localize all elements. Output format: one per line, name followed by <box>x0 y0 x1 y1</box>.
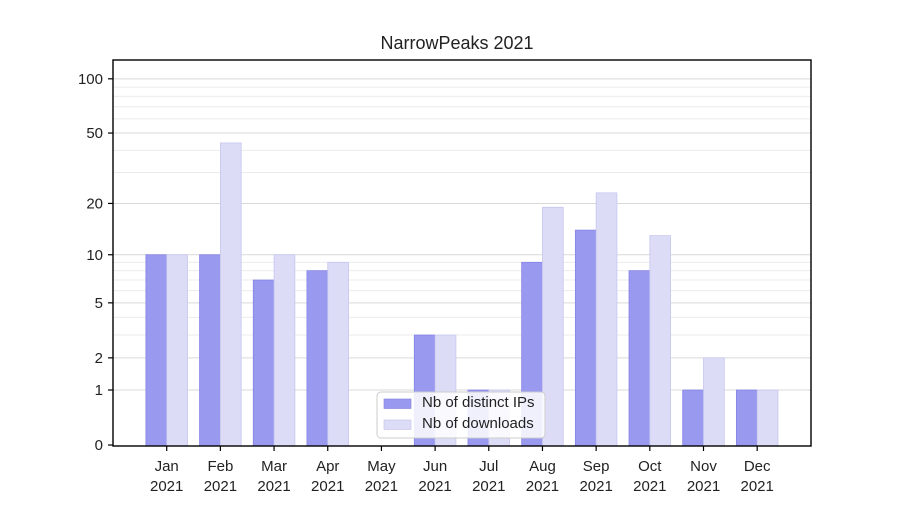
svg-text:2021: 2021 <box>633 478 666 495</box>
svg-text:2: 2 <box>95 350 103 367</box>
svg-text:2021: 2021 <box>204 478 237 495</box>
svg-text:Jul: Jul <box>479 458 498 475</box>
svg-text:Sep: Sep <box>583 458 610 475</box>
svg-text:0: 0 <box>95 437 103 454</box>
svg-text:2021: 2021 <box>472 478 505 495</box>
svg-text:Feb: Feb <box>207 458 233 475</box>
svg-text:2021: 2021 <box>740 478 773 495</box>
svg-text:Oct: Oct <box>638 458 662 475</box>
svg-text:2021: 2021 <box>257 478 290 495</box>
svg-text:May: May <box>367 458 396 475</box>
svg-text:20: 20 <box>86 195 103 212</box>
svg-text:Jan: Jan <box>155 458 179 475</box>
svg-text:1: 1 <box>95 382 103 399</box>
svg-text:5: 5 <box>95 295 103 312</box>
svg-text:2021: 2021 <box>687 478 720 495</box>
svg-text:Nb of downloads: Nb of downloads <box>422 415 534 432</box>
svg-text:NarrowPeaks 2021: NarrowPeaks 2021 <box>380 33 533 53</box>
svg-text:2021: 2021 <box>365 478 398 495</box>
svg-text:2021: 2021 <box>150 478 183 495</box>
svg-text:Nov: Nov <box>690 458 717 475</box>
svg-text:2021: 2021 <box>311 478 344 495</box>
svg-text:2021: 2021 <box>526 478 559 495</box>
svg-text:100: 100 <box>78 71 103 88</box>
svg-text:Apr: Apr <box>316 458 339 475</box>
svg-text:Dec: Dec <box>744 458 771 475</box>
svg-text:Aug: Aug <box>529 458 556 475</box>
svg-text:Nb of distinct IPs: Nb of distinct IPs <box>422 394 535 411</box>
svg-text:50: 50 <box>86 125 103 142</box>
svg-text:Mar: Mar <box>261 458 287 475</box>
svg-text:10: 10 <box>86 247 103 264</box>
svg-text:2021: 2021 <box>418 478 451 495</box>
svg-text:Jun: Jun <box>423 458 447 475</box>
svg-text:2021: 2021 <box>579 478 612 495</box>
